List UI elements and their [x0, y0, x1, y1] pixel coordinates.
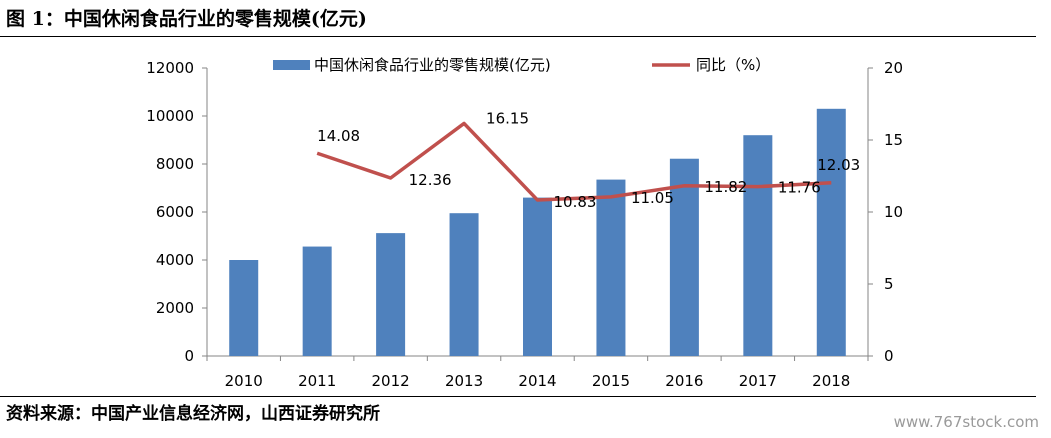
- legend-bar-label: 中国休闲食品行业的零售规模(亿元): [314, 56, 551, 74]
- legend-line-label: 同比（%）: [696, 56, 770, 74]
- bar: [596, 179, 626, 356]
- top-rule: [0, 36, 1036, 37]
- data-label: 16.15: [486, 109, 529, 127]
- source-note: 资料来源：中国产业信息经济网，山西证券研究所: [6, 404, 380, 424]
- x-tick-label: 2010: [225, 372, 263, 390]
- data-label: 12.36: [409, 171, 452, 189]
- y-right-tick-label: 20: [884, 59, 903, 77]
- bar: [743, 135, 773, 356]
- y-left-tick-label: 8000: [156, 155, 194, 173]
- y-right-tick-label: 5: [884, 275, 894, 293]
- x-tick-label: 2015: [592, 372, 630, 390]
- x-tick-label: 2017: [739, 372, 777, 390]
- chart-axes: 0 2000 4000 6000 8000 10000 12000 0 5 10 15 20 2010 2…: [146, 59, 903, 390]
- y-left-tick-label: 6000: [156, 203, 194, 221]
- data-label: 14.08: [317, 127, 360, 145]
- bar: [669, 158, 699, 356]
- x-tick-label: 2013: [445, 372, 483, 390]
- y-left-tick-label: 4000: [156, 251, 194, 269]
- data-label: 11.05: [631, 189, 674, 207]
- y-right-tick-label: 10: [884, 203, 903, 221]
- x-tick-label: 2016: [665, 372, 703, 390]
- bar-series: [229, 108, 846, 356]
- data-label: 12.03: [817, 156, 860, 174]
- legend-bar-swatch: [273, 60, 310, 70]
- yoy-line: [316, 121, 832, 202]
- data-label: 10.83: [554, 193, 597, 211]
- yoy-line-series: 14.08 12.36 16.15 10.83 11.05 11.82 11.76 12.03: [316, 109, 860, 211]
- chart-legend: 中国休闲食品行业的零售规模(亿元) 同比（%）: [273, 56, 770, 74]
- y-left-tick-label: 12000: [146, 59, 194, 77]
- bar: [523, 197, 552, 356]
- x-tick-label: 2012: [372, 372, 410, 390]
- x-tick-label: 2014: [518, 372, 556, 390]
- x-tick-label: 2011: [298, 372, 336, 390]
- bar: [229, 260, 259, 356]
- data-label: 11.76: [778, 179, 821, 197]
- bottom-rule: [0, 396, 1036, 397]
- y-left-tick-label: 10000: [146, 107, 194, 125]
- bar: [816, 108, 846, 356]
- y-left-tick-label: 2000: [156, 299, 194, 317]
- y-left-tick-label: 0: [184, 347, 194, 365]
- bar: [376, 233, 406, 356]
- figure-title: 图 1：中国休闲食品行业的零售规模(亿元): [6, 8, 367, 30]
- bar: [449, 213, 479, 356]
- y-right-tick-label: 15: [884, 131, 903, 149]
- y-right-tick-label: 0: [884, 347, 894, 365]
- retail-scale-chart: 0 2000 4000 6000 8000 10000 12000 0 5 10 15 20 2010 2…: [146, 56, 903, 390]
- bar: [302, 246, 332, 356]
- x-tick-label: 2018: [812, 372, 850, 390]
- data-label: 11.82: [704, 178, 747, 196]
- watermark: www.767stock.com: [893, 413, 1039, 431]
